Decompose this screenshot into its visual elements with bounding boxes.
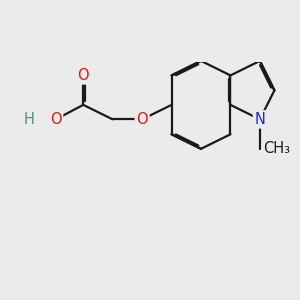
- Text: O: O: [136, 112, 148, 127]
- Text: H: H: [24, 112, 35, 127]
- Text: N: N: [254, 112, 265, 127]
- Text: O: O: [50, 112, 61, 127]
- Text: CH₃: CH₃: [263, 141, 290, 156]
- Text: O: O: [77, 68, 89, 83]
